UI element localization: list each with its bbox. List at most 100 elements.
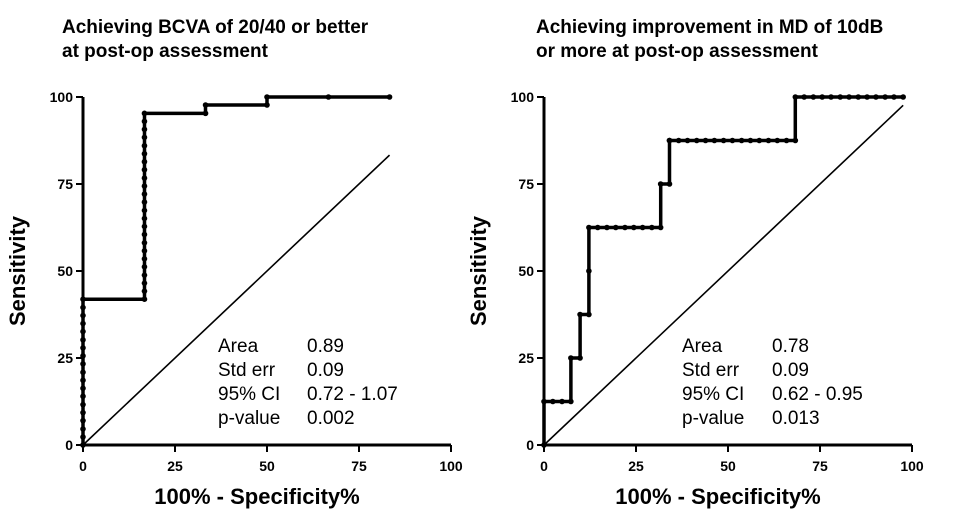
roc-point bbox=[141, 256, 148, 262]
roc-point bbox=[141, 166, 148, 173]
chart-title-line-1: Achieving improvement in MD of 10dB bbox=[536, 17, 884, 38]
roc-point bbox=[666, 137, 673, 144]
roc-point bbox=[828, 94, 834, 100]
x-tick-label: 100 bbox=[439, 458, 463, 474]
roc-point bbox=[891, 94, 897, 100]
x-tick-label: 50 bbox=[720, 458, 736, 474]
roc-point bbox=[577, 311, 583, 318]
chart-title: Achieving BCVA of 20/40 or better at pos… bbox=[62, 16, 482, 64]
roc-point bbox=[792, 94, 799, 100]
roc-point bbox=[639, 224, 646, 231]
x-tick-label: 75 bbox=[351, 458, 367, 474]
roc-point bbox=[586, 224, 592, 231]
roc-point bbox=[141, 175, 148, 181]
roc-point bbox=[80, 426, 86, 432]
roc-point bbox=[747, 137, 754, 144]
stats-label: Area bbox=[682, 336, 723, 357]
roc-point bbox=[80, 328, 86, 335]
roc-point bbox=[586, 268, 592, 274]
roc-point bbox=[264, 102, 270, 108]
x-axis-title: 100% - Specificity% bbox=[154, 484, 359, 509]
roc-point bbox=[80, 401, 86, 408]
roc-point bbox=[141, 231, 148, 238]
roc-point bbox=[657, 181, 664, 187]
roc-point bbox=[80, 312, 86, 319]
stats-label: 95% CI bbox=[682, 384, 744, 405]
roc-chart: 0 25 50 75 100 0 25 50 75 100 100% - Specificity% S… bbox=[5, 89, 463, 509]
chart-title: Achieving improvement in MD of 10dB or m… bbox=[536, 16, 966, 64]
y-tick-label: 50 bbox=[57, 263, 73, 279]
roc-point bbox=[604, 224, 610, 231]
roc-point bbox=[141, 272, 148, 278]
roc-point bbox=[765, 137, 772, 144]
roc-point bbox=[792, 137, 799, 144]
chart-title-line-2: at post-op assessment bbox=[62, 41, 268, 62]
x-tick-label: 0 bbox=[79, 458, 87, 474]
roc-point bbox=[80, 417, 86, 424]
roc-point bbox=[141, 223, 148, 230]
reference-line bbox=[82, 154, 391, 446]
x-tick-label: 75 bbox=[812, 458, 828, 474]
roc-point bbox=[141, 142, 148, 149]
stats-value: 0.09 bbox=[307, 360, 344, 381]
roc-point bbox=[864, 94, 870, 100]
roc-point bbox=[80, 393, 86, 400]
roc-point bbox=[386, 94, 393, 100]
reference-line bbox=[543, 104, 904, 446]
roc-point bbox=[80, 320, 86, 327]
y-axis-title: Sensitivity bbox=[466, 215, 491, 326]
roc-point bbox=[873, 94, 879, 100]
stats-value: 0.002 bbox=[307, 408, 355, 429]
roc-point bbox=[819, 94, 826, 100]
x-tick-label: 100 bbox=[900, 458, 924, 474]
stats-value: 0.78 bbox=[772, 336, 809, 357]
y-tick-label: 25 bbox=[57, 350, 73, 366]
roc-point bbox=[630, 224, 637, 231]
stats-value: 0.72 - 1.07 bbox=[307, 384, 398, 405]
x-axis-title: 100% - Specificity% bbox=[615, 484, 820, 509]
roc-point bbox=[141, 280, 148, 286]
roc-point bbox=[756, 137, 763, 144]
roc-point bbox=[80, 353, 86, 359]
x-tick-label: 50 bbox=[259, 458, 275, 474]
roc-point bbox=[141, 199, 148, 205]
roc-point bbox=[649, 224, 655, 231]
roc-point bbox=[711, 137, 718, 144]
chart-panel-bcva: Achieving BCVA of 20/40 or better at pos… bbox=[5, 16, 482, 509]
roc-point bbox=[80, 377, 86, 384]
roc-point bbox=[141, 134, 148, 141]
roc-point bbox=[141, 296, 148, 302]
roc-point bbox=[882, 94, 888, 100]
chart-title-line-1: Achieving BCVA of 20/40 or better bbox=[62, 17, 369, 38]
roc-point bbox=[720, 137, 727, 144]
roc-point bbox=[141, 158, 148, 165]
roc-point bbox=[80, 434, 86, 440]
roc-point bbox=[141, 118, 148, 125]
roc-point bbox=[577, 355, 583, 361]
roc-point bbox=[80, 337, 86, 343]
roc-point bbox=[774, 137, 781, 144]
roc-point bbox=[568, 355, 574, 361]
stats-label: Area bbox=[218, 336, 259, 357]
roc-point bbox=[141, 215, 148, 222]
y-axis-title: Sensitivity bbox=[5, 215, 30, 326]
roc-point bbox=[80, 385, 86, 392]
roc-point bbox=[684, 137, 691, 144]
x-tick-label: 0 bbox=[540, 458, 548, 474]
roc-point bbox=[80, 345, 86, 351]
roc-point bbox=[900, 94, 906, 100]
stats-label: Std err bbox=[682, 360, 740, 381]
chart-panel-md: Achieving improvement in MD of 10dB or m… bbox=[466, 0, 968, 511]
roc-point bbox=[586, 311, 592, 318]
stats-value: 0.62 - 0.95 bbox=[772, 384, 863, 405]
stats-label: Std err bbox=[218, 360, 276, 381]
roc-point bbox=[80, 369, 86, 376]
roc-point bbox=[837, 94, 844, 100]
stats-value: 0.09 bbox=[772, 360, 809, 381]
roc-point bbox=[657, 224, 664, 231]
roc-point bbox=[738, 137, 745, 144]
roc-point bbox=[80, 409, 86, 416]
roc-point bbox=[801, 94, 807, 100]
roc-point bbox=[80, 304, 86, 311]
y-tick-label: 0 bbox=[526, 437, 534, 453]
